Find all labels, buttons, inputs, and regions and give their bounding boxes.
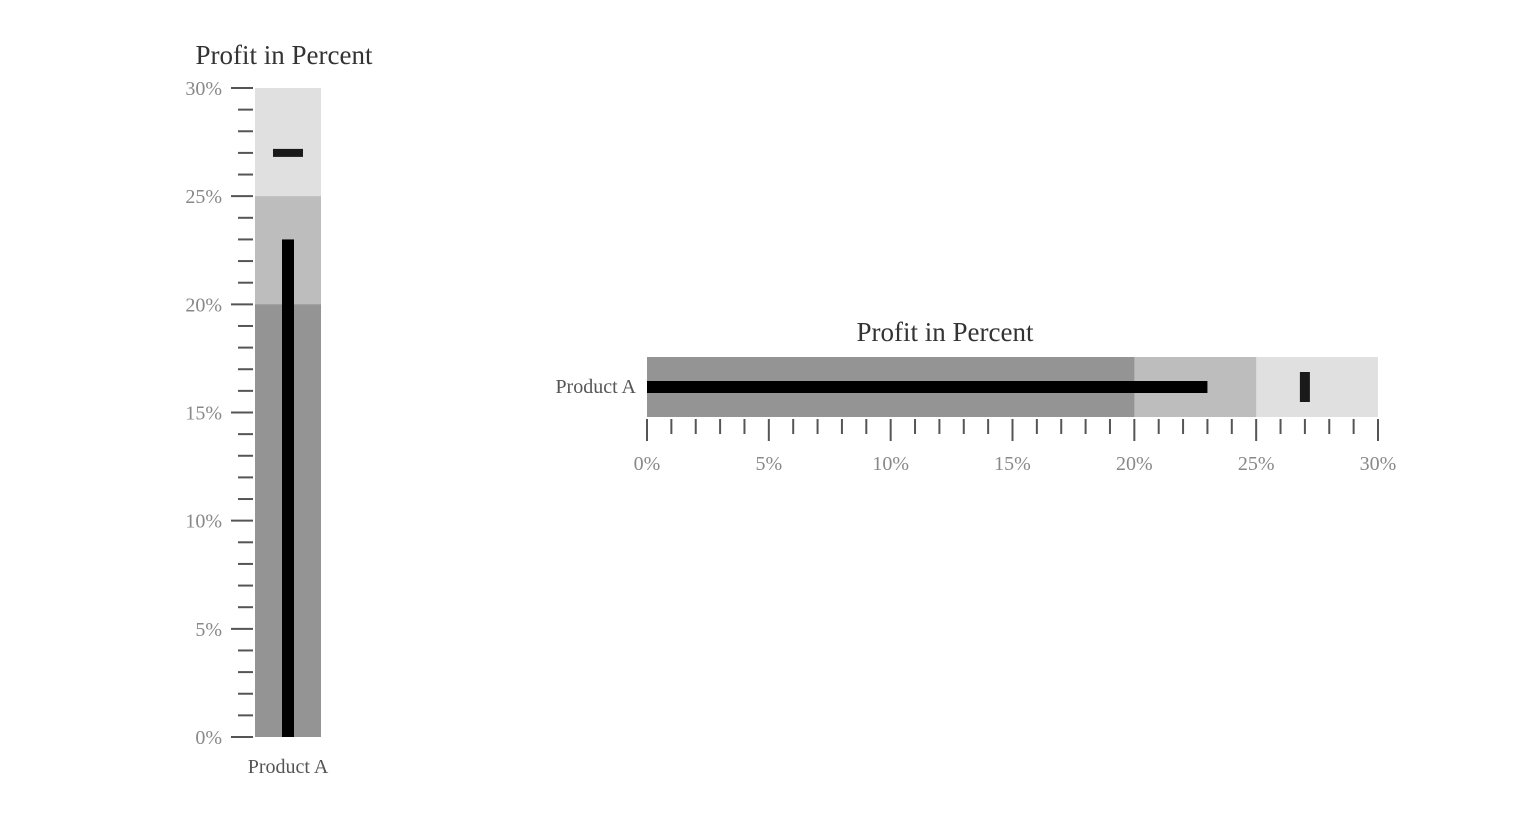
tick-label: 10% (872, 453, 909, 475)
tick-label: 30% (1360, 453, 1397, 475)
tick-label: 5% (195, 619, 222, 641)
measure-bar (647, 381, 1208, 393)
measure-bar (282, 239, 294, 737)
tick-label: 20% (1116, 453, 1153, 475)
horizontal-category-label: Product A (555, 376, 636, 398)
tick-label: 30% (185, 78, 222, 100)
tick-label: 25% (1238, 453, 1275, 475)
tick-label: 25% (185, 186, 222, 208)
vertical-category-label: Product A (248, 756, 329, 778)
tick-label: 10% (185, 511, 222, 533)
tick-label: 0% (195, 727, 222, 749)
tick-label: 15% (994, 453, 1031, 475)
tick-label: 0% (634, 453, 661, 475)
target-marker (273, 148, 303, 157)
target-marker (1299, 372, 1310, 402)
horizontal-chart-title: Profit in Percent (857, 317, 1034, 347)
vertical-chart-title: Profit in Percent (196, 40, 373, 70)
tick-label: 5% (755, 453, 782, 475)
tick-label: 20% (185, 294, 222, 316)
tick-label: 15% (185, 403, 222, 425)
